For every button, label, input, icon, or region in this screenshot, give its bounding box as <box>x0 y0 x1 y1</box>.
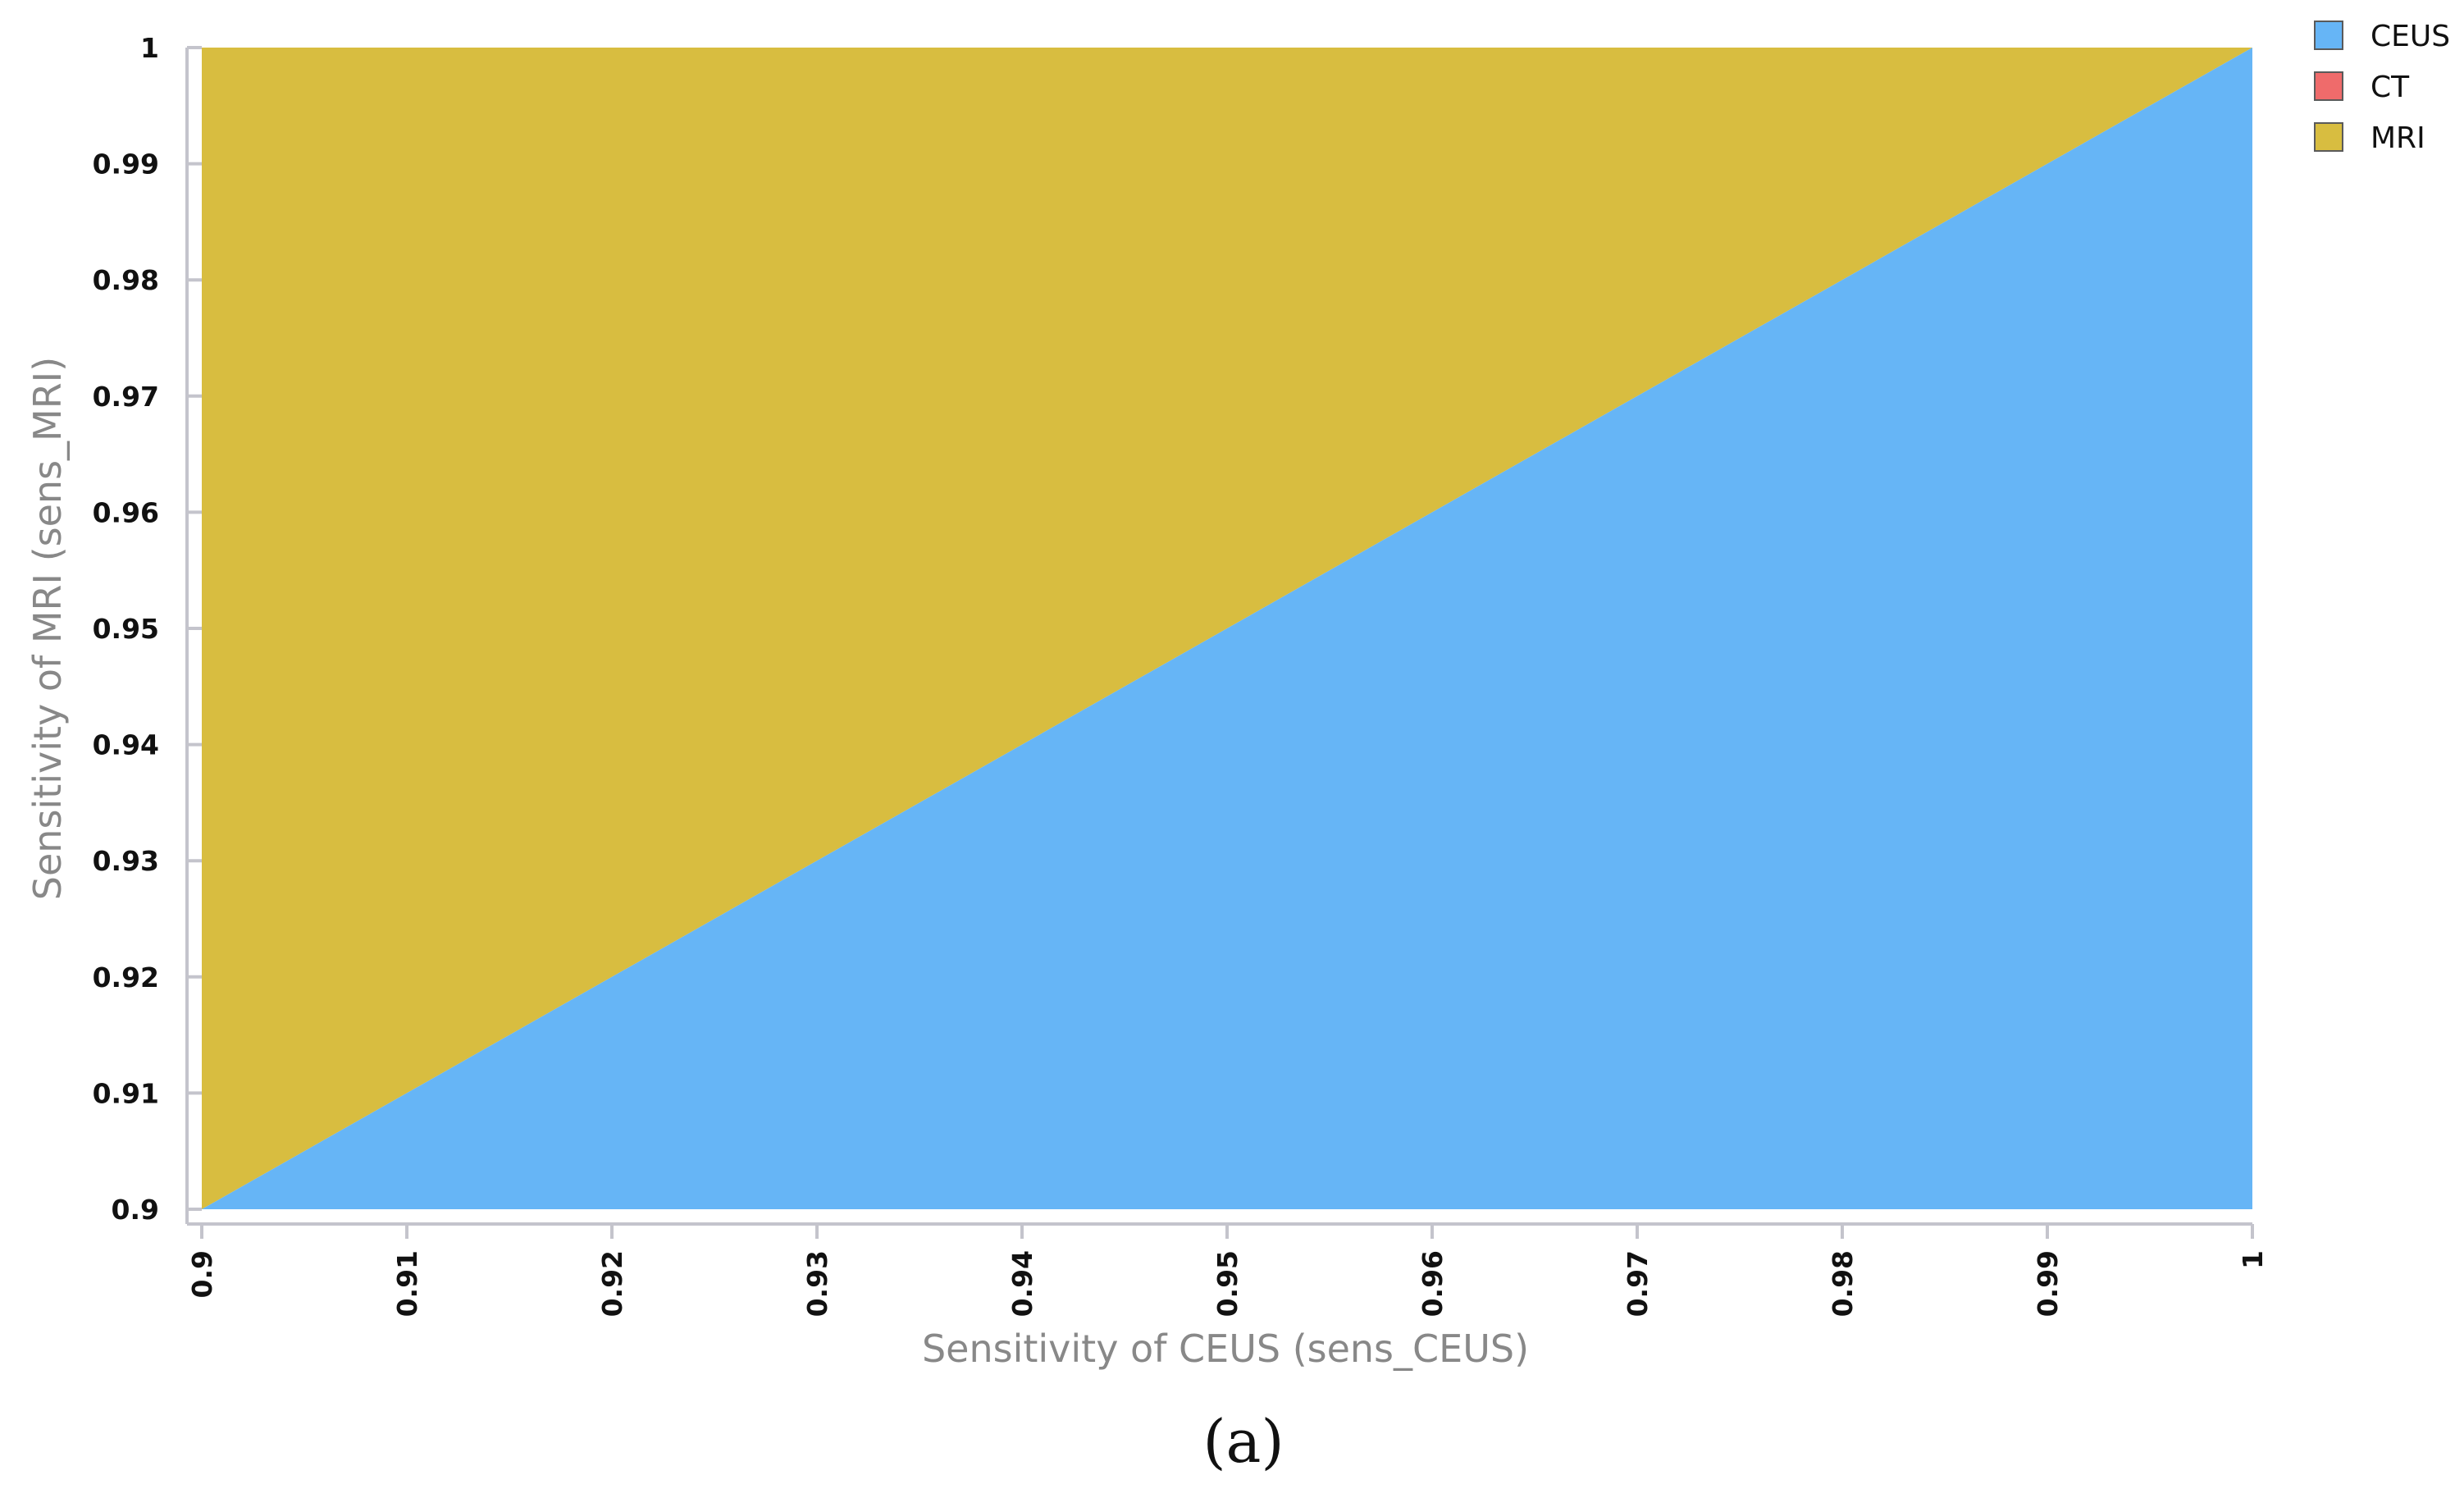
x-axis-title: Sensitivity of CEUS (sens_CEUS) <box>922 1327 1529 1371</box>
legend-label-ct: CT <box>2370 71 2410 104</box>
y-tick-label: 0.91 <box>93 1077 159 1109</box>
plot-area <box>202 48 2252 1209</box>
x-tick-label: 0.98 <box>1827 1250 1859 1317</box>
y-tick-label: 0.9 <box>112 1194 159 1226</box>
y-tick-label: 1 <box>140 32 159 64</box>
y-tick-label: 0.92 <box>93 961 159 993</box>
legend-label-ceus: CEUS <box>2370 20 2450 53</box>
y-tick-label: 0.95 <box>93 613 159 645</box>
y-tick-label: 0.94 <box>93 729 159 761</box>
legend: CEUS CT MRI <box>2314 20 2450 155</box>
x-tick-label: 0.97 <box>1622 1250 1654 1317</box>
x-tick-label: 1 <box>2237 1250 2269 1269</box>
y-tick-label: 0.98 <box>93 264 159 296</box>
legend-swatch-ct <box>2314 71 2343 101</box>
y-tick-label: 0.97 <box>93 381 159 413</box>
y-tick-label: 0.99 <box>93 148 159 180</box>
x-tick-label: 0.95 <box>1211 1250 1243 1317</box>
y-tick-label: 0.93 <box>93 845 159 877</box>
figure-caption: (a) <box>1202 1407 1284 1476</box>
x-tick-label: 0.9 <box>186 1250 218 1298</box>
legend-label-mri: MRI <box>2370 121 2425 155</box>
x-tick-label: 0.96 <box>1417 1250 1449 1317</box>
x-tick-label: 0.93 <box>801 1250 833 1317</box>
x-tick-label: 0.91 <box>391 1250 423 1317</box>
axes: 0.90.910.920.930.940.950.960.970.980.991… <box>93 32 2269 1317</box>
legend-swatch-ceus <box>2314 21 2343 50</box>
y-tick-label: 0.96 <box>93 496 159 528</box>
x-tick-label: 0.94 <box>1006 1250 1038 1317</box>
x-tick-label: 0.99 <box>2032 1250 2064 1317</box>
region-ceus <box>202 48 2252 1209</box>
x-tick-label: 0.92 <box>596 1250 628 1317</box>
legend-swatch-mri <box>2314 122 2343 152</box>
y-axis-title: Sensitivity of MRI (sens_MRI) <box>25 357 70 900</box>
